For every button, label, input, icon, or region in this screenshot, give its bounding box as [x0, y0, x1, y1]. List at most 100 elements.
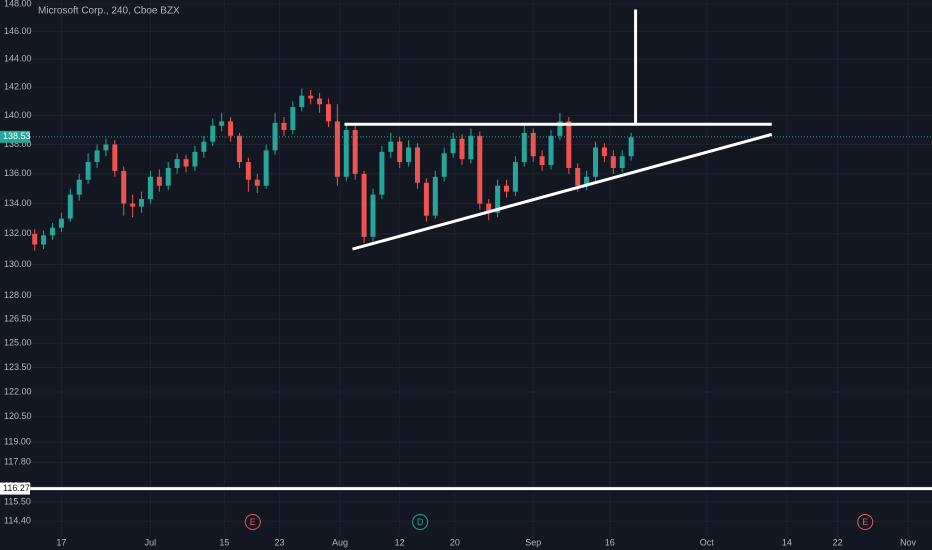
- candle-body: [41, 235, 47, 245]
- candle-body: [32, 233, 38, 245]
- candle-body: [112, 144, 118, 171]
- candle-body: [593, 147, 599, 177]
- candle-body: [388, 141, 394, 152]
- x-tick-label: 16: [605, 537, 615, 547]
- y-tick-label: 122.00: [4, 386, 32, 396]
- candle-body: [94, 150, 100, 163]
- x-tick-label: 20: [450, 537, 460, 547]
- candle-body: [228, 121, 234, 136]
- y-tick-label: 115.50: [4, 496, 31, 506]
- candle-body: [192, 151, 198, 167]
- y-tick-label: 138.00: [4, 139, 32, 149]
- x-tick-label: 14: [782, 537, 792, 547]
- x-tick-label: 15: [219, 537, 229, 547]
- candle-body: [272, 122, 278, 151]
- y-tick-label: 140.00: [4, 110, 32, 120]
- candle-body: [414, 147, 420, 183]
- candle-body: [557, 121, 563, 136]
- candles: [32, 88, 634, 251]
- y-tick-label: 146.00: [4, 26, 32, 36]
- candle-body: [379, 151, 385, 195]
- y-tick-label: 128.00: [4, 290, 32, 300]
- candle-body: [423, 182, 429, 216]
- candle-body: [103, 144, 109, 151]
- candle-body: [361, 173, 367, 237]
- candle-body: [468, 135, 474, 160]
- x-tick-label: 17: [56, 537, 66, 547]
- drawings: [0, 9, 932, 491]
- x-tick-label: 22: [833, 537, 843, 547]
- grid: [30, 0, 932, 537]
- candle-body: [334, 121, 340, 177]
- candle-body: [308, 95, 314, 99]
- candle-body: [566, 121, 572, 168]
- x-tick-label: 12: [395, 537, 405, 547]
- candle-body: [459, 138, 465, 160]
- candle-body: [165, 167, 171, 186]
- candle-body: [156, 176, 162, 186]
- candle-body: [139, 199, 145, 207]
- level-price-box: [0, 482, 30, 495]
- candle-body: [325, 104, 331, 122]
- y-tick-label: 142.00: [4, 82, 32, 92]
- candle-body: [521, 132, 527, 163]
- event-label: D: [417, 517, 424, 527]
- candle-body: [450, 138, 456, 154]
- candle-body: [619, 156, 625, 168]
- candle-body: [299, 95, 305, 108]
- candle-body: [575, 167, 581, 186]
- candle-body: [67, 194, 73, 219]
- candle-body: [254, 179, 260, 186]
- candle-body: [601, 147, 607, 157]
- candle-body: [58, 218, 64, 228]
- candle-body: [397, 141, 403, 163]
- candle-body: [76, 179, 82, 195]
- candle-body: [530, 132, 536, 157]
- y-tick-label: 126.50: [4, 314, 32, 324]
- y-tick-label: 136.00: [4, 168, 32, 178]
- candle-body: [85, 162, 91, 180]
- level-price-label: 116.27: [3, 483, 30, 493]
- candle-body: [130, 203, 136, 207]
- y-tick-label: 134.00: [4, 198, 32, 208]
- y-tick-label: 144.00: [4, 53, 32, 63]
- candle-body: [432, 176, 438, 216]
- event-label: E: [862, 517, 868, 527]
- candle-body: [512, 162, 518, 192]
- y-tick-label: 130.00: [4, 259, 32, 269]
- candle-body: [406, 147, 412, 163]
- last-price-box: [0, 130, 30, 143]
- candle-body: [147, 176, 153, 200]
- x-tick-label: Oct: [700, 537, 715, 547]
- candle-body: [210, 125, 216, 142]
- candle-body: [628, 137, 634, 157]
- x-tick-label: Sep: [525, 537, 541, 547]
- x-tick-label: Aug: [332, 537, 348, 547]
- x-tick-label: Nov: [900, 537, 917, 547]
- y-tick-label: 117.80: [4, 457, 31, 467]
- y-tick-label: 120.50: [4, 411, 32, 421]
- candle-body: [343, 130, 349, 177]
- candle-body: [121, 170, 127, 204]
- candle-body: [441, 153, 447, 177]
- candle-body: [610, 156, 616, 168]
- event-marker: [412, 514, 429, 530]
- candle-body: [317, 98, 323, 105]
- candle-body: [548, 135, 554, 166]
- y-tick-label: 125.00: [4, 338, 32, 348]
- candle-body: [290, 107, 296, 131]
- candle-body: [584, 176, 590, 186]
- candle-body: [539, 156, 545, 166]
- candle-body: [245, 162, 251, 180]
- y-tick-label: 148.00: [4, 0, 32, 8]
- y-tick-label: 119.00: [4, 436, 31, 446]
- x-tick-label: 23: [275, 537, 285, 547]
- candle-body: [486, 203, 492, 213]
- candle-body: [477, 135, 483, 204]
- event-marker: [857, 514, 874, 530]
- candle-body: [201, 141, 207, 152]
- candle-body: [219, 121, 225, 126]
